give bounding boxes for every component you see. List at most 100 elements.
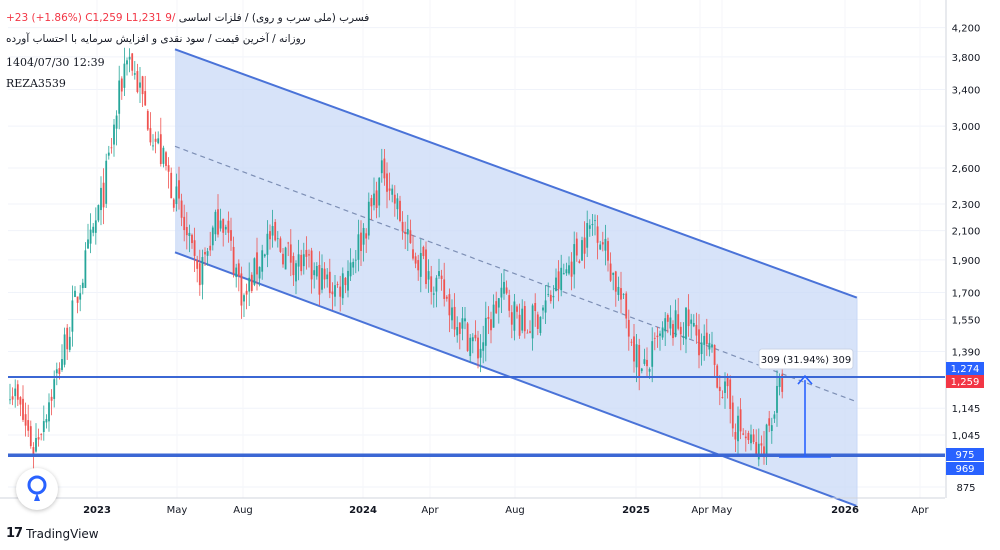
candle-body [750,434,752,444]
candle-body [487,317,490,319]
candle-body [492,304,495,328]
candle-body [620,288,622,300]
candle-body [347,270,349,291]
candle-body [700,342,703,355]
candle-body [666,314,669,322]
candle-body [32,447,35,455]
candle-body [297,254,300,267]
candle-body [334,285,336,297]
candle-body [549,294,552,302]
candle-body [578,261,581,264]
candle-body [609,263,612,281]
legend-change: +23 (+1.86%) [6,12,82,24]
candle-body [81,282,84,289]
candle-body [391,188,394,195]
candle-body [770,425,773,432]
x-tick-label: 2025 [622,505,650,516]
candle-body [552,295,555,298]
candle-body [768,418,771,426]
legend-description: روزانه / آخرین قیمت / سود نقدی و افزایش … [6,33,306,45]
candle-body [607,241,609,261]
y-tick-label: 1,390 [952,347,981,358]
balloon-icon[interactable] [16,468,58,510]
y-tick-label: 1,550 [952,316,981,327]
candle-body [711,344,713,348]
candle-body [141,76,144,95]
candle-body [183,216,186,231]
candle-body [513,301,516,331]
candle-body [102,182,105,208]
candle-body [529,331,531,333]
candle-body [482,342,485,351]
x-tick-label: 2026 [831,505,859,516]
legend-low: L1,231 [125,12,162,24]
candle-body [287,242,290,244]
candle-body [256,252,258,275]
candle-body [409,230,412,243]
candle-body [646,359,648,367]
candle-body [375,190,378,208]
price-label: 1,274 [951,364,980,375]
tradingview-mark-icon: 17 [6,526,23,541]
x-axis: 2023 May Aug 2024 Apr Aug 2025 Apr May 2026 Apr [0,497,945,516]
y-tick-label: 1,700 [952,288,981,299]
candle-body [643,359,646,364]
candle-body [573,244,576,275]
candle-body [154,138,157,142]
price-label-box [946,462,984,475]
candle-body [315,266,318,277]
candle-body [497,298,500,308]
candle-body [58,368,61,374]
candle-body [448,294,451,316]
candle-body [16,384,19,400]
y-tick-label: 1,900 [952,256,981,267]
candle-body [118,80,121,114]
candle-body [149,128,152,143]
candle-body [604,238,607,251]
candle-body [159,134,162,164]
candle-body [193,240,196,256]
channel-lower [174,251,858,507]
channel-upper [174,48,858,299]
candle-body [269,231,271,240]
candle-body [393,194,396,204]
candle-body [708,342,711,350]
candle-body [469,337,472,357]
legend-timeframe: 9/ [165,12,176,24]
candle-body [718,386,721,392]
candle-body [27,420,30,431]
candle-body [237,263,240,277]
candle-body [490,319,492,331]
candle-body [271,226,274,236]
candle-body [235,267,238,278]
candle-body [53,379,56,399]
price-labels: 1,274 1,259 975 969 [946,362,984,475]
candle-body [419,253,422,277]
candle-body [48,402,50,422]
candle-body [521,308,524,331]
candle-body [170,172,173,199]
candle-body [451,307,453,321]
candle-body [638,344,641,378]
candle-body [742,433,745,435]
candle-body [757,443,760,460]
snapshot-date: 1404/07/30 12:39 [6,56,105,69]
candle-body [308,254,310,256]
candle-body [510,312,513,325]
candle-body [739,409,742,432]
candle-body [178,180,180,199]
candle-body [692,322,695,327]
candle-body [321,268,323,290]
candle-body [365,233,368,239]
candle-body [526,332,529,334]
tradingview-logo[interactable]: 17 TradingView [6,526,99,541]
candle-body [349,262,352,277]
candle-body [640,368,643,372]
candle-body [79,293,82,300]
candle-body [752,434,755,443]
candle-body [175,186,178,205]
candle-body [744,436,747,439]
candle-body [245,290,248,295]
candle-body [204,251,206,255]
